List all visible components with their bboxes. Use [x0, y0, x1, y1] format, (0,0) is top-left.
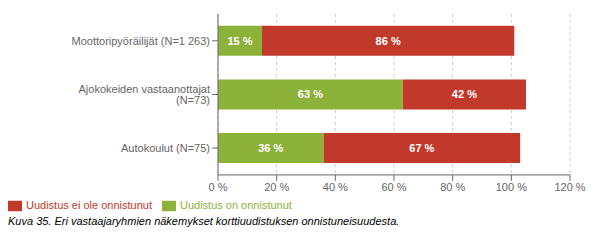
svg-text:86 %: 86 %	[376, 35, 401, 47]
svg-text:Moottoripyöräilijät (N=1 263): Moottoripyöräilijät (N=1 263)	[72, 35, 210, 47]
svg-text:60 %: 60 %	[381, 181, 406, 193]
svg-text:100 %: 100 %	[496, 181, 527, 193]
svg-text:15 %: 15 %	[227, 35, 252, 47]
svg-text:0 %: 0 %	[209, 181, 228, 193]
svg-text:120 %: 120 %	[554, 181, 585, 193]
svg-text:63 %: 63 %	[298, 88, 323, 100]
svg-text:Autokoulut (N=75): Autokoulut (N=75)	[121, 142, 210, 154]
svg-text:67 %: 67 %	[409, 142, 434, 154]
html-text:Uudistus on onnistunut: Uudistus on onnistunut	[180, 198, 292, 211]
svg-text:Ajokokeiden vastaanottajat(N=7: Ajokokeiden vastaanottajat(N=73)	[79, 83, 210, 106]
svg-text:20 %: 20 %	[264, 181, 289, 193]
html-text:Uudistus ei ole onnistunut: Uudistus ei ole onnistunut	[26, 198, 152, 211]
svg-text:40 %: 40 %	[323, 181, 348, 193]
svg-text:42 %: 42 %	[452, 88, 477, 100]
svg-text:80 %: 80 %	[440, 181, 465, 193]
html-text:Kuva 35. Eri vastaajaryhmien n: Kuva 35. Eri vastaajaryhmien näkemykset …	[8, 215, 400, 227]
svg-text:36 %: 36 %	[258, 142, 283, 154]
